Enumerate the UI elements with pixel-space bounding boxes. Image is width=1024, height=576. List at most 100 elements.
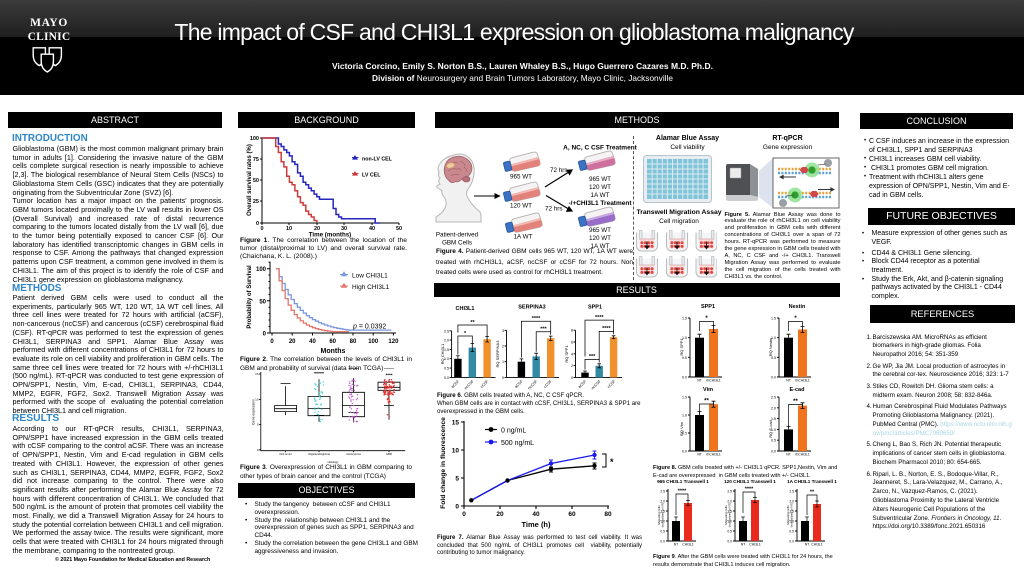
svg-text:0: 0 — [270, 339, 274, 345]
svg-text:1.0: 1.0 — [789, 520, 794, 524]
svg-text:0: 0 — [462, 511, 466, 518]
svg-text:2.5: 2.5 — [771, 396, 776, 400]
svg-text:E-cad: E-cad — [790, 387, 805, 393]
svg-text:***: *** — [540, 327, 547, 333]
svg-text:0.0: 0.0 — [660, 540, 665, 544]
svg-text:0: 0 — [455, 504, 459, 511]
svg-text:*: * — [705, 316, 708, 322]
svg-text:0.5: 0.5 — [682, 432, 687, 436]
svg-text:8: 8 — [571, 329, 573, 333]
svg-text:20: 20 — [496, 511, 504, 518]
svg-text:100: 100 — [368, 339, 379, 345]
svg-text:0: 0 — [257, 448, 259, 452]
svg-text:**: ** — [793, 399, 798, 405]
svg-text:0.5: 0.5 — [444, 367, 449, 371]
svg-text:1.0: 1.0 — [771, 428, 776, 432]
svg-text:NT: NT — [786, 379, 791, 383]
svg-text:120 CHI3L1 Transwell 1: 120 CHI3L1 Transwell 1 — [724, 479, 776, 484]
svg-text:0.0: 0.0 — [771, 450, 776, 454]
svg-text:1.5: 1.5 — [682, 396, 687, 400]
svg-text:****: **** — [532, 316, 541, 322]
svg-text:Migrating cells: Migrating cells — [657, 505, 661, 525]
svg-text:50: 50 — [396, 226, 402, 232]
svg-text:120 WT: 120 WT — [589, 235, 611, 242]
svg-text:(normalized to NT): (normalized to NT) — [728, 503, 732, 528]
svg-text:RQ SERPINA3: RQ SERPINA3 — [495, 340, 500, 368]
svg-text:120 WT: 120 WT — [589, 184, 611, 191]
svg-text:2: 2 — [571, 364, 573, 368]
svg-text:Low CHI3L1: Low CHI3L1 — [352, 273, 388, 280]
svg-text:****: **** — [595, 315, 604, 321]
svg-text:5: 5 — [455, 476, 459, 483]
svg-text:30: 30 — [341, 226, 347, 232]
svg-text:100: 100 — [256, 267, 267, 273]
svg-text:1.5: 1.5 — [771, 317, 776, 321]
svg-text:965 WT: 965 WT — [510, 174, 532, 181]
svg-text:NT: NT — [741, 543, 746, 547]
svg-text:**: ** — [704, 399, 709, 405]
svg-text:NT: NT — [805, 543, 810, 547]
svg-text:0: 0 — [263, 332, 267, 338]
svg-text:**: ** — [810, 490, 815, 496]
svg-text:Overall survival rates (%): Overall survival rates (%) — [247, 144, 253, 216]
svg-text:RQ E-cad: RQ E-cad — [768, 420, 773, 438]
svg-text:965 WT: 965 WT — [589, 227, 611, 234]
svg-text:SERPINA3: SERPINA3 — [518, 305, 546, 311]
svg-text:500 ng/mL: 500 ng/mL — [501, 440, 534, 447]
svg-text:Patient-derived: Patient-derived — [436, 232, 479, 239]
svg-text:****: **** — [602, 326, 611, 332]
svg-text:80: 80 — [350, 339, 357, 345]
svg-text:cCSF: cCSF — [607, 379, 617, 389]
svg-text:1.5: 1.5 — [789, 510, 794, 514]
svg-text:NT: NT — [674, 543, 679, 547]
svg-text:ncCSF: ncCSF — [527, 379, 539, 391]
svg-text:***: *** — [589, 354, 596, 360]
svg-text:cCSF: cCSF — [480, 379, 490, 389]
svg-text:0.0: 0.0 — [444, 376, 449, 380]
svg-text:**: ** — [470, 320, 475, 326]
svg-text:2.0: 2.0 — [789, 500, 794, 504]
svg-text:1A WT: 1A WT — [514, 234, 533, 241]
svg-text:rhCHI3L1: rhCHI3L1 — [706, 453, 721, 457]
svg-text:rhCHI3L1: rhCHI3L1 — [795, 379, 810, 383]
svg-text:Gene expression: Gene expression — [252, 399, 256, 425]
svg-text:60: 60 — [329, 339, 336, 345]
svg-text:Migrating cells: Migrating cells — [724, 505, 728, 525]
svg-text:cCSF: cCSF — [543, 379, 553, 389]
svg-text:Fold change in fluorescence: Fold change in fluorescence — [440, 417, 447, 509]
svg-text:1.0: 1.0 — [444, 357, 449, 361]
svg-text:1.5: 1.5 — [727, 510, 732, 514]
svg-text:Oligodendroglioma: Oligodendroglioma — [308, 452, 330, 456]
svg-text:RQ SPP1: RQ SPP1 — [564, 345, 569, 363]
svg-text:120 WT: 120 WT — [510, 203, 532, 210]
svg-text:1A CHI3L1 Transwell 1: 1A CHI3L1 Transwell 1 — [787, 479, 837, 484]
svg-text:25: 25 — [253, 199, 259, 205]
svg-text:SPP1: SPP1 — [701, 304, 715, 310]
svg-text:72 hrs: 72 hrs — [545, 206, 563, 213]
svg-text:****: **** — [385, 373, 392, 378]
svg-text:*: * — [610, 457, 614, 467]
svg-text:CHI3L1: CHI3L1 — [749, 543, 761, 547]
svg-text:1A WT: 1A WT — [591, 192, 610, 199]
svg-text:NT: NT — [786, 453, 791, 457]
svg-text:2.0: 2.0 — [727, 500, 732, 504]
svg-text:1.5: 1.5 — [771, 417, 776, 421]
svg-text:aCSF: aCSF — [578, 379, 588, 389]
svg-text:72 hrs: 72 hrs — [550, 167, 568, 174]
svg-text:1.5: 1.5 — [444, 348, 449, 352]
svg-text:aCSF: aCSF — [514, 379, 524, 389]
svg-text:Migrating cells: Migrating cells — [786, 505, 790, 525]
svg-text:rhCHI3L1: rhCHI3L1 — [795, 453, 810, 457]
svg-text:15: 15 — [452, 420, 460, 427]
svg-text:1.0: 1.0 — [660, 520, 665, 524]
svg-text:(normalized to NT): (normalized to NT) — [790, 503, 794, 528]
svg-text:2.0: 2.0 — [444, 339, 449, 343]
svg-text:1.0: 1.0 — [727, 520, 732, 524]
svg-text:10: 10 — [452, 448, 460, 455]
svg-text:****: **** — [745, 487, 754, 493]
svg-text:1A WT: 1A WT — [591, 243, 610, 250]
svg-text:-/+CHI3L1 Treatment: -/+CHI3L1 Treatment — [568, 200, 632, 207]
svg-text:*: * — [464, 331, 467, 337]
svg-text:0 ng/mL: 0 ng/mL — [501, 428, 526, 435]
svg-text:CHI3L1: CHI3L1 — [682, 543, 694, 547]
